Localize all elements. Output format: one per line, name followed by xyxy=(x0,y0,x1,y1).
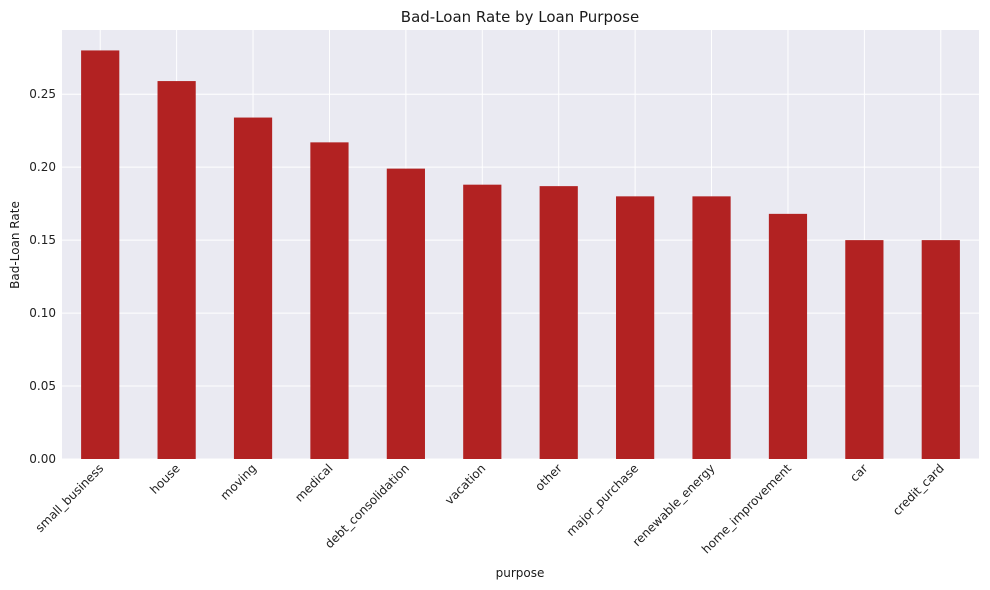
y-tick-label: 0.10 xyxy=(29,306,56,320)
bar-credit-card xyxy=(921,240,960,459)
chart-title: Bad-Loan Rate by Loan Purpose xyxy=(401,8,639,26)
bar-home-improvement xyxy=(768,213,808,459)
x-tick-label: vacation xyxy=(442,461,488,507)
x-tick-label: debt_consolidation xyxy=(322,461,412,551)
y-tick-label: 0.25 xyxy=(29,87,56,101)
x-tick-label: house xyxy=(147,461,182,496)
y-axis-label: Bad-Loan Rate xyxy=(8,201,22,289)
y-tick-label: 0.20 xyxy=(29,160,56,174)
bar-small-business xyxy=(81,50,120,460)
y-tick-label: 0.15 xyxy=(29,233,56,247)
x-tick-label: credit_card xyxy=(890,461,947,518)
plot-area xyxy=(62,30,979,459)
x-axis-label: purpose xyxy=(496,566,545,580)
bar-vacation xyxy=(463,184,502,459)
x-tick-label: renewable_energy xyxy=(630,461,718,549)
bar-other xyxy=(539,186,578,459)
y-axis-ticks: 0.00 0.05 0.10 0.15 0.20 0.25 xyxy=(29,87,56,466)
x-tick-label: car xyxy=(847,461,870,484)
x-tick-label: major_purchase xyxy=(564,461,642,539)
y-tick-label: 0.05 xyxy=(29,379,56,393)
x-tick-label: moving xyxy=(218,461,260,503)
x-tick-label: other xyxy=(532,461,565,494)
y-tick-label: 0.00 xyxy=(29,452,56,466)
bar-car xyxy=(845,240,884,459)
x-axis-ticks: small_business house moving medicaldebt_con… xyxy=(33,461,947,556)
bar-moving xyxy=(233,117,273,459)
bar-renewable-energy xyxy=(692,196,731,460)
bar-house xyxy=(157,81,196,460)
bar-medical xyxy=(310,142,349,459)
x-tick-label: medical xyxy=(292,461,335,504)
bar-debt-consolidation xyxy=(386,168,425,460)
x-tick-label: small_business xyxy=(33,461,107,535)
bar-major-purchase xyxy=(616,196,655,460)
bars xyxy=(81,50,960,460)
